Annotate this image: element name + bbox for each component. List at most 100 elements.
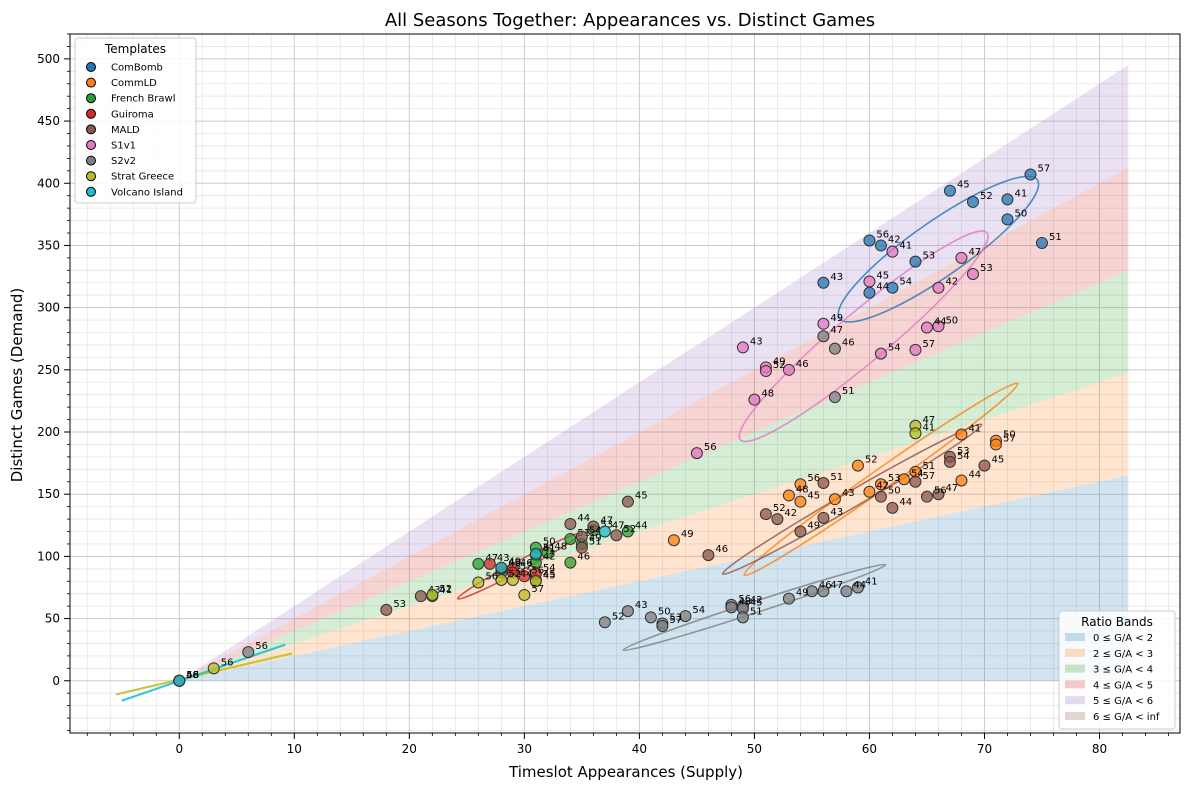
x-axis-label: Timeslot Appearances (Supply) xyxy=(508,763,743,781)
data-point xyxy=(851,459,864,472)
y-tick-label: 200 xyxy=(37,425,60,439)
data-point xyxy=(518,588,531,601)
templates-legend-box xyxy=(74,37,197,204)
point-label: 43 xyxy=(830,507,843,518)
trend-line xyxy=(115,652,293,696)
ratio-bands-legend-swatch xyxy=(1065,664,1085,673)
templates-legend-label: ComBomb xyxy=(111,63,163,74)
point-label: 44 xyxy=(968,470,981,481)
data-point xyxy=(1001,213,1014,226)
cluster-ellipse xyxy=(622,563,887,652)
templates-legend: Templates ComBomb CommLD French Brawl Guirom… xyxy=(74,37,197,204)
data-point xyxy=(414,590,427,603)
point-label: 52 xyxy=(612,611,625,622)
data-point xyxy=(610,529,623,542)
point-label: 54 xyxy=(899,277,912,288)
point-label: 42 xyxy=(750,595,763,606)
y-tick-label: 450 xyxy=(37,114,60,128)
point-label: 44 xyxy=(635,521,648,532)
data-point xyxy=(897,473,910,486)
data-point xyxy=(955,251,968,264)
point-label: 42 xyxy=(945,277,958,288)
data-point xyxy=(575,530,588,543)
data-point xyxy=(483,557,496,570)
point-label: 41 xyxy=(899,241,912,252)
ratio-band xyxy=(179,475,1129,681)
ratio-bands-legend-label: 2 ≤ G/A < 3 xyxy=(1093,649,1153,660)
data-point xyxy=(817,585,830,598)
templates-legend-marker xyxy=(86,171,96,182)
data-point xyxy=(909,343,922,356)
data-point xyxy=(863,275,876,288)
data-point xyxy=(771,513,784,526)
x-tick-label: 10 xyxy=(287,742,302,756)
point-label: 43 xyxy=(842,488,855,499)
data-point xyxy=(207,662,220,675)
data-point xyxy=(564,532,577,545)
chart-title: All Seasons Together: Appearances vs. Di… xyxy=(385,10,875,31)
point-label: 56 xyxy=(186,670,199,681)
ratio-bands xyxy=(179,65,1129,681)
data-point xyxy=(874,490,887,503)
point-label: 44 xyxy=(899,497,912,508)
ratio-bands-legend-swatch xyxy=(1065,696,1085,705)
x-tick-label: 50 xyxy=(747,742,762,756)
templates-legend-label: CommLD xyxy=(111,78,157,89)
point-label: 52 xyxy=(439,584,452,595)
ratio-bands-legend-box xyxy=(1058,610,1176,730)
data-point xyxy=(920,321,933,334)
point-label: 53 xyxy=(393,599,406,610)
x-tick-label: 20 xyxy=(402,742,417,756)
data-point xyxy=(541,546,554,559)
data-point xyxy=(725,601,738,614)
data-point xyxy=(598,525,611,538)
point-label: 44 xyxy=(876,282,889,293)
point-label: 45 xyxy=(543,569,556,580)
data-point xyxy=(817,477,830,490)
point-label: 45 xyxy=(750,598,763,609)
data-point xyxy=(863,286,876,299)
point-label: 43 xyxy=(497,553,510,564)
data-point xyxy=(173,674,186,687)
data-point xyxy=(736,611,749,624)
y-axis: 0 50 100 150 200 250 300 350 400 450 500 xyxy=(37,33,70,731)
point-label: 57 xyxy=(922,471,935,482)
point-label: 56 xyxy=(738,594,751,605)
data-point xyxy=(587,520,600,533)
templates-legend-label: MALD xyxy=(111,125,140,136)
point-label: 41 xyxy=(439,585,452,596)
point-label: 52 xyxy=(773,360,786,371)
point-label: 51 xyxy=(543,543,556,554)
point-label: 44 xyxy=(520,569,533,580)
templates-legend-label: Volcano Island xyxy=(111,187,183,198)
data-point xyxy=(920,490,933,503)
point-label: 52 xyxy=(623,524,636,535)
ratio-band xyxy=(179,167,1129,681)
x-tick-label: 60 xyxy=(862,742,877,756)
point-label: 57 xyxy=(669,615,682,626)
data-point xyxy=(874,239,887,252)
x-tick-label: 40 xyxy=(632,742,647,756)
data-point xyxy=(828,493,841,506)
data-point xyxy=(863,234,876,247)
point-label: 57 xyxy=(1003,433,1016,444)
data-point xyxy=(886,501,899,514)
data-point xyxy=(529,547,542,560)
data-point xyxy=(679,610,692,623)
data-point xyxy=(989,438,1002,451)
data-point xyxy=(794,495,807,508)
point-label: 57 xyxy=(922,339,935,350)
cluster-ellipse xyxy=(837,175,1040,323)
point-label: 50 xyxy=(543,537,556,548)
x-tick-label: 80 xyxy=(1092,742,1107,756)
data-point xyxy=(966,195,979,208)
point-label: 41 xyxy=(968,423,981,434)
data-point xyxy=(817,276,830,289)
point-label: 50 xyxy=(658,606,671,617)
data-point xyxy=(472,557,485,570)
ratio-bands-legend-swatch xyxy=(1065,648,1085,657)
templates-legend-marker xyxy=(86,62,96,72)
templates-legend-label: French Brawl xyxy=(111,94,175,105)
